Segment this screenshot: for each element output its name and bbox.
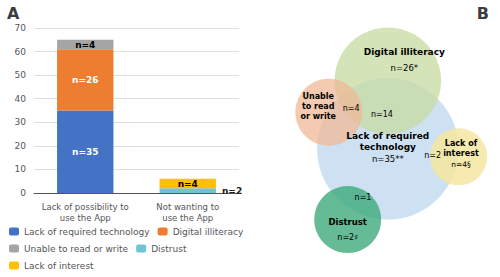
svg-text:n=14: n=14 bbox=[371, 110, 393, 119]
svg-text:A: A bbox=[7, 4, 20, 23]
svg-text:10: 10 bbox=[15, 164, 27, 174]
svg-text:Distrust: Distrust bbox=[328, 217, 366, 227]
svg-text:n=26*: n=26* bbox=[391, 63, 419, 73]
svg-text:n=2: n=2 bbox=[424, 151, 441, 160]
svg-text:70: 70 bbox=[15, 23, 27, 33]
svg-text:use the App: use the App bbox=[162, 213, 213, 223]
svg-text:interest: interest bbox=[443, 149, 479, 158]
svg-text:n=4: n=4 bbox=[75, 40, 95, 50]
svg-text:Unable to read or write: Unable to read or write bbox=[24, 244, 129, 254]
svg-text:n=26: n=26 bbox=[72, 75, 98, 85]
svg-text:50: 50 bbox=[15, 70, 27, 80]
svg-text:to read: to read bbox=[302, 102, 335, 111]
svg-text:Lack of required technology: Lack of required technology bbox=[24, 227, 150, 237]
svg-text:40: 40 bbox=[15, 94, 27, 104]
svg-text:Digital illiteracy: Digital illiteracy bbox=[173, 227, 244, 237]
svg-text:n=35**: n=35** bbox=[372, 154, 404, 164]
svg-text:B: B bbox=[477, 4, 489, 23]
svg-text:n=2♯: n=2♯ bbox=[337, 233, 358, 242]
svg-text:n=4: n=4 bbox=[343, 104, 360, 113]
svg-text:Digital illiteracy: Digital illiteracy bbox=[364, 47, 445, 57]
svg-text:0: 0 bbox=[20, 188, 26, 198]
svg-text:Unable: Unable bbox=[302, 92, 334, 101]
svg-text:n=4§: n=4§ bbox=[451, 160, 471, 169]
svg-text:n=4: n=4 bbox=[178, 179, 198, 189]
svg-text:n=35: n=35 bbox=[72, 147, 98, 157]
svg-text:Lack of: Lack of bbox=[445, 139, 478, 148]
svg-text:n=2: n=2 bbox=[222, 186, 242, 196]
svg-text:Not wanting to: Not wanting to bbox=[156, 202, 219, 212]
svg-text:or write: or write bbox=[300, 112, 336, 121]
svg-text:30: 30 bbox=[15, 117, 27, 127]
svg-text:use the App: use the App bbox=[60, 213, 111, 223]
svg-text:Lack of possibility to: Lack of possibility to bbox=[42, 202, 129, 212]
svg-text:Lack of interest: Lack of interest bbox=[24, 261, 94, 271]
svg-text:20: 20 bbox=[15, 141, 27, 151]
svg-text:Lack of required: Lack of required bbox=[346, 131, 429, 141]
svg-text:60: 60 bbox=[15, 47, 27, 57]
svg-text:Distrust: Distrust bbox=[151, 244, 187, 254]
svg-text:technology: technology bbox=[360, 142, 416, 152]
svg-text:n=1: n=1 bbox=[355, 193, 372, 202]
